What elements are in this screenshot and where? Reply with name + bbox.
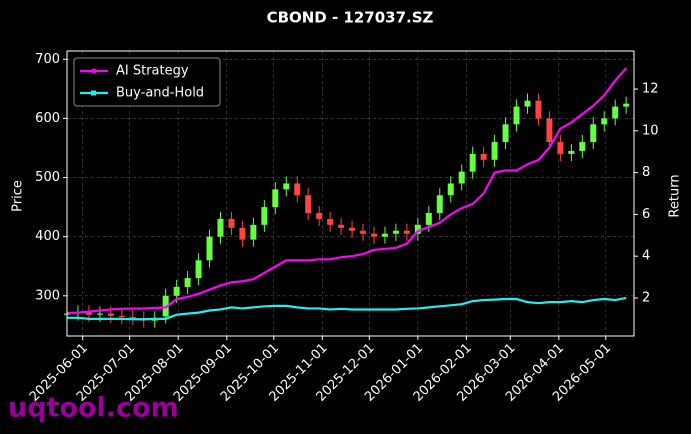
y2-tick-label: 10 <box>642 123 659 138</box>
candle-body <box>85 312 92 315</box>
y2-tick-label: 12 <box>642 82 659 97</box>
candle-body <box>283 183 290 190</box>
candle-body <box>305 195 312 214</box>
candle-body <box>568 150 575 154</box>
series-line <box>67 296 627 321</box>
series-line <box>66 67 627 315</box>
candle-body <box>535 100 542 119</box>
candle-body <box>349 227 356 231</box>
candle-body <box>590 124 597 143</box>
y-tick-label: 400 <box>35 229 60 244</box>
candle-body <box>118 315 125 318</box>
candle-body <box>447 183 454 196</box>
candle-body <box>425 213 432 225</box>
candle-body <box>458 171 465 184</box>
candle-body <box>239 227 246 240</box>
candle-body <box>261 207 268 225</box>
candle-body <box>360 230 367 234</box>
y-tick-label: 700 <box>35 52 60 67</box>
legend-marker <box>91 90 96 96</box>
candle-body <box>316 213 323 219</box>
candle-body <box>480 153 487 160</box>
candle-body <box>327 218 334 225</box>
y2-tick-label: 8 <box>642 165 650 180</box>
candle-body <box>206 236 213 261</box>
candle-body <box>546 118 553 143</box>
watermark: uqtool.com <box>8 393 179 424</box>
y2-tick-label: 4 <box>642 249 650 264</box>
candle-body <box>623 103 630 107</box>
candle-body <box>228 218 235 228</box>
candle-body <box>338 224 345 228</box>
y-tick-label: 600 <box>35 111 60 126</box>
legend-box <box>73 57 221 107</box>
y2-tick-label: 2 <box>642 290 650 305</box>
y2-tick-label: 6 <box>642 207 650 222</box>
candle-body <box>184 278 191 287</box>
chart-title: CBOND - 127037.SZ <box>267 9 434 27</box>
y-tick-label: 300 <box>35 288 60 303</box>
candle-body <box>129 317 136 319</box>
candle-body <box>173 286 180 296</box>
candle-body <box>403 230 410 234</box>
candle-body <box>579 142 586 151</box>
candle-body <box>601 118 608 125</box>
candle-body <box>469 153 476 172</box>
candle-body <box>414 224 421 234</box>
legend-label: AI Strategy <box>116 64 189 79</box>
candle-body <box>107 313 114 316</box>
y-axis-label: Price <box>11 180 26 212</box>
candle-body <box>491 142 498 160</box>
candle-body <box>392 230 399 234</box>
candle-body <box>612 106 619 119</box>
y2-axis-label: Return <box>668 174 683 217</box>
candle-body <box>250 224 257 240</box>
candle-body <box>294 183 301 196</box>
legend-marker <box>91 68 97 74</box>
candle-body <box>370 233 377 237</box>
candle-body <box>524 100 531 107</box>
legend-label: Buy-and-Hold <box>116 86 204 101</box>
candle-body <box>96 313 103 315</box>
candle-body <box>513 106 520 125</box>
candle-body <box>502 124 509 143</box>
candle-body <box>557 142 564 154</box>
candle-body <box>195 260 202 279</box>
candle-body <box>436 195 443 214</box>
candle-body <box>272 189 279 208</box>
y-tick-label: 500 <box>35 170 60 185</box>
plot-frame <box>66 50 635 337</box>
candle-body <box>217 218 224 237</box>
candle-body <box>381 233 388 237</box>
